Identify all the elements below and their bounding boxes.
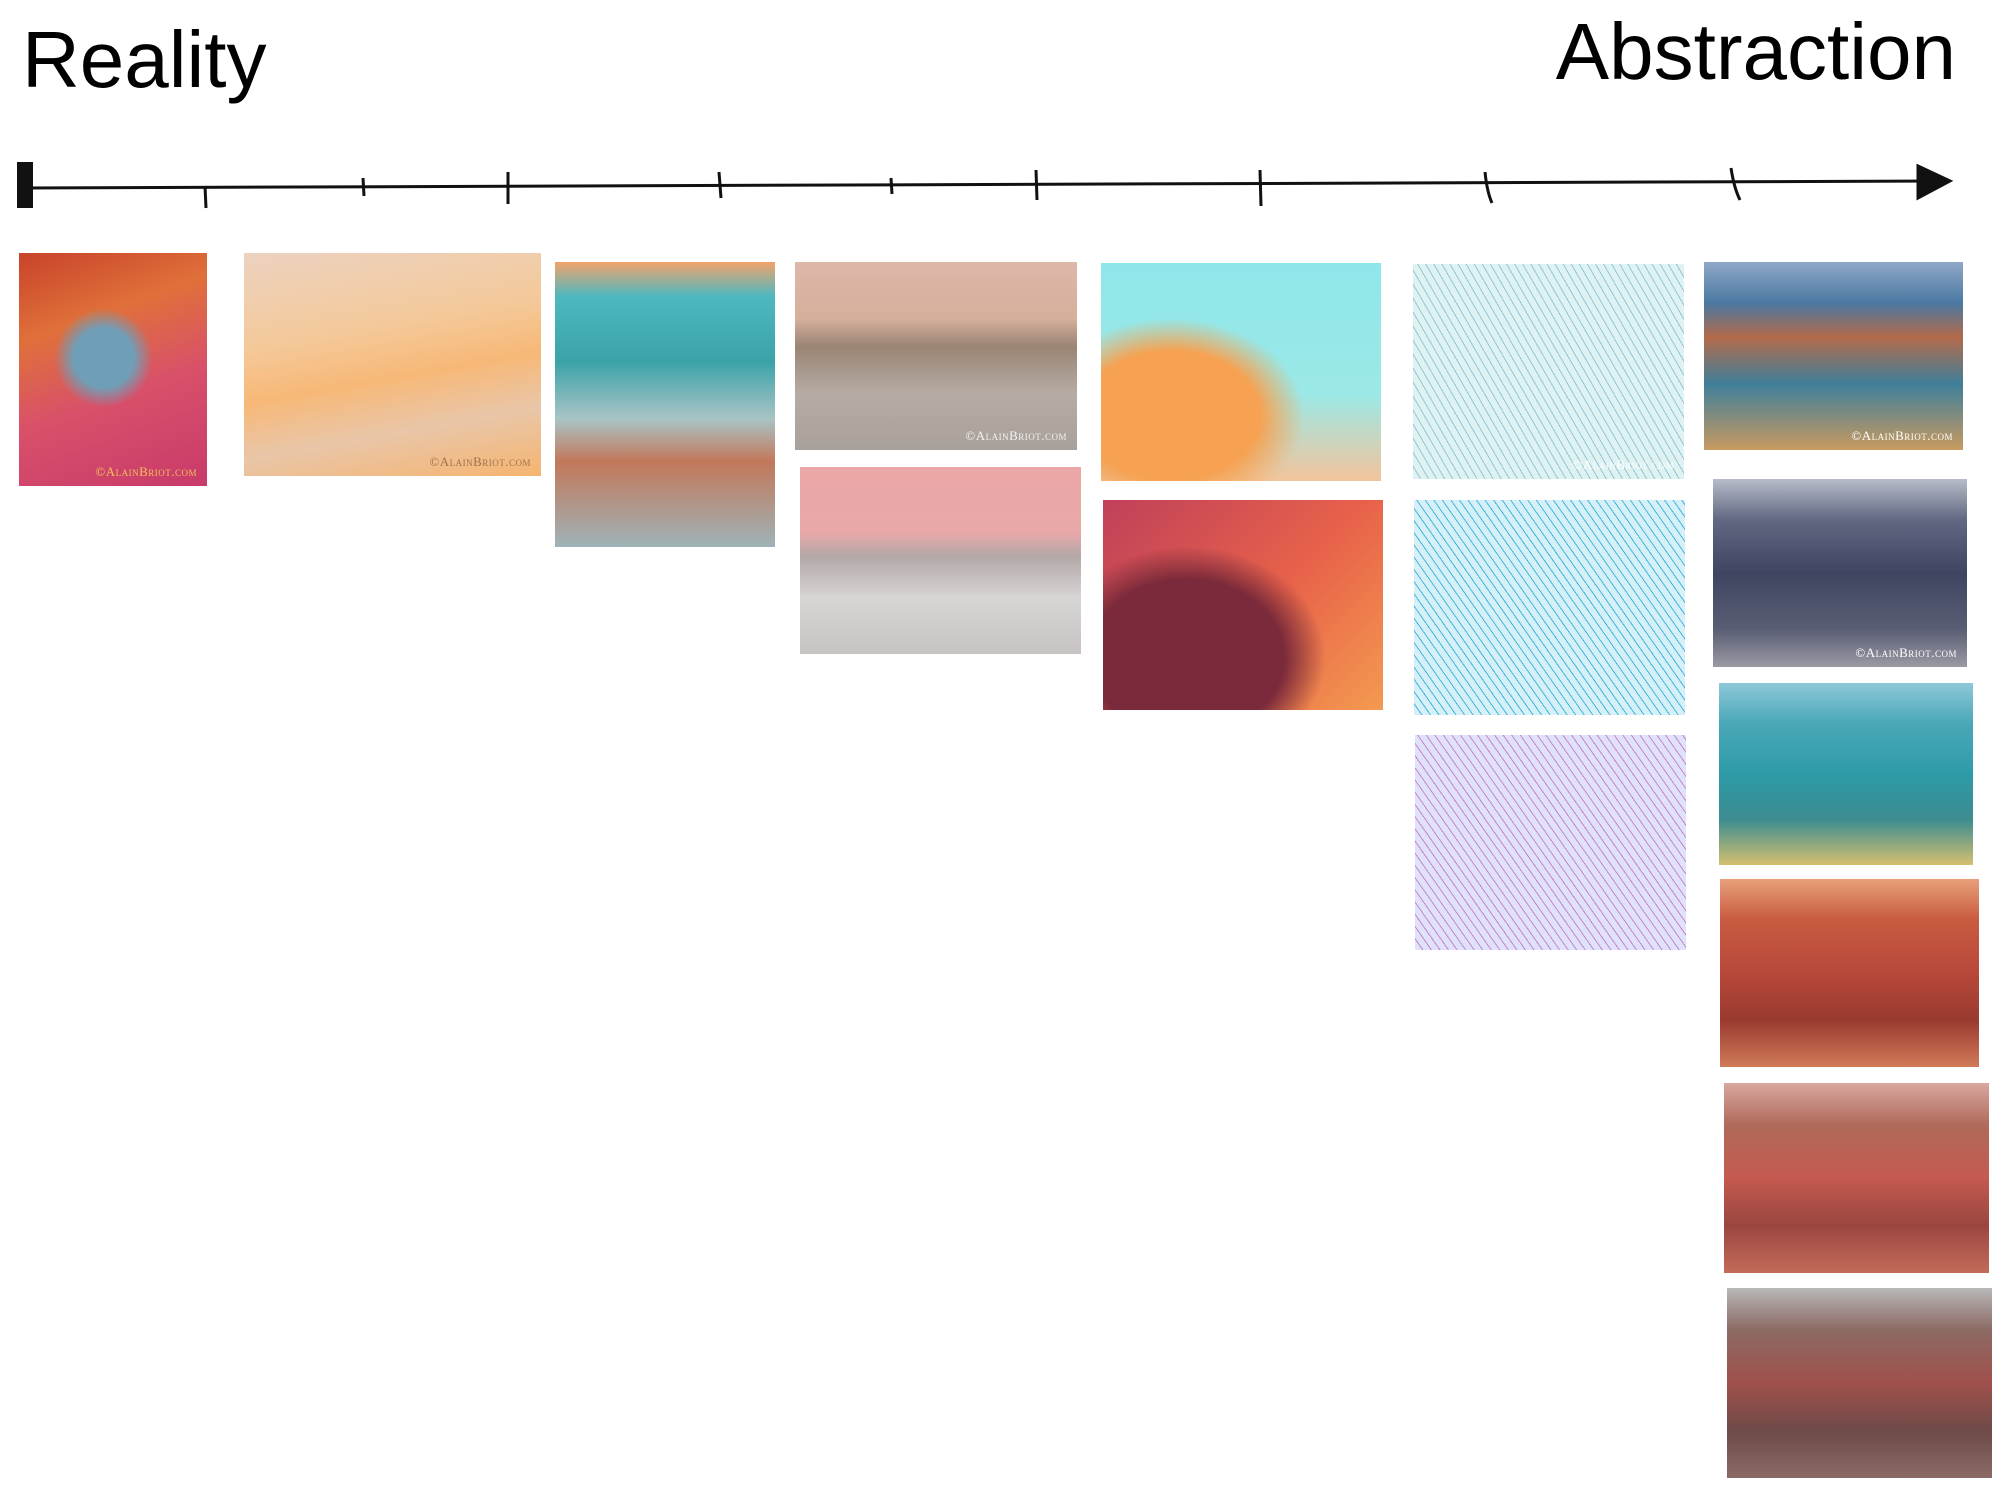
axis-start	[17, 162, 33, 208]
photo-hoodoo-red	[1103, 500, 1383, 710]
photo-canyon-6	[1727, 1288, 1992, 1478]
photo-tree-3	[1415, 735, 1686, 950]
watermark: ©AlainBriot.com	[965, 428, 1067, 443]
photo-canyon-1: ©AlainBriot.com	[1704, 262, 1963, 450]
reality-label: Reality	[22, 15, 267, 104]
watermark: ©AlainBriot.com	[429, 454, 531, 469]
photo-cliff-pink	[800, 467, 1081, 654]
photo-flower: ©AlainBriot.com	[19, 253, 207, 486]
photo-cliff: ©AlainBriot.com	[795, 262, 1077, 450]
photo-dunes: ©AlainBriot.com	[244, 253, 541, 476]
watermark: ©AlainBriot.com	[95, 464, 197, 479]
axis-arrow	[1916, 163, 1954, 201]
photo-tree-2	[1414, 500, 1685, 715]
watermark: ©AlainBriot.com	[1572, 457, 1674, 472]
axis	[17, 162, 1954, 209]
axis-line	[23, 179, 1941, 190]
photo-canyon-5	[1724, 1083, 1989, 1273]
watermark: ©AlainBriot.com	[1855, 645, 1957, 660]
axis-ticks	[203, 167, 1742, 209]
photo-canyon-2: ©AlainBriot.com	[1713, 479, 1967, 667]
photo-canyon-3	[1719, 683, 1973, 865]
photo-canyon-4	[1720, 879, 1979, 1067]
photo-hoodoo-cyan	[1101, 263, 1381, 481]
abstraction-label: Abstraction	[1555, 7, 1956, 96]
photo-tufa	[555, 262, 775, 547]
photo-tree-1: ©AlainBriot.com	[1413, 264, 1684, 479]
watermark: ©AlainBriot.com	[1851, 428, 1953, 443]
